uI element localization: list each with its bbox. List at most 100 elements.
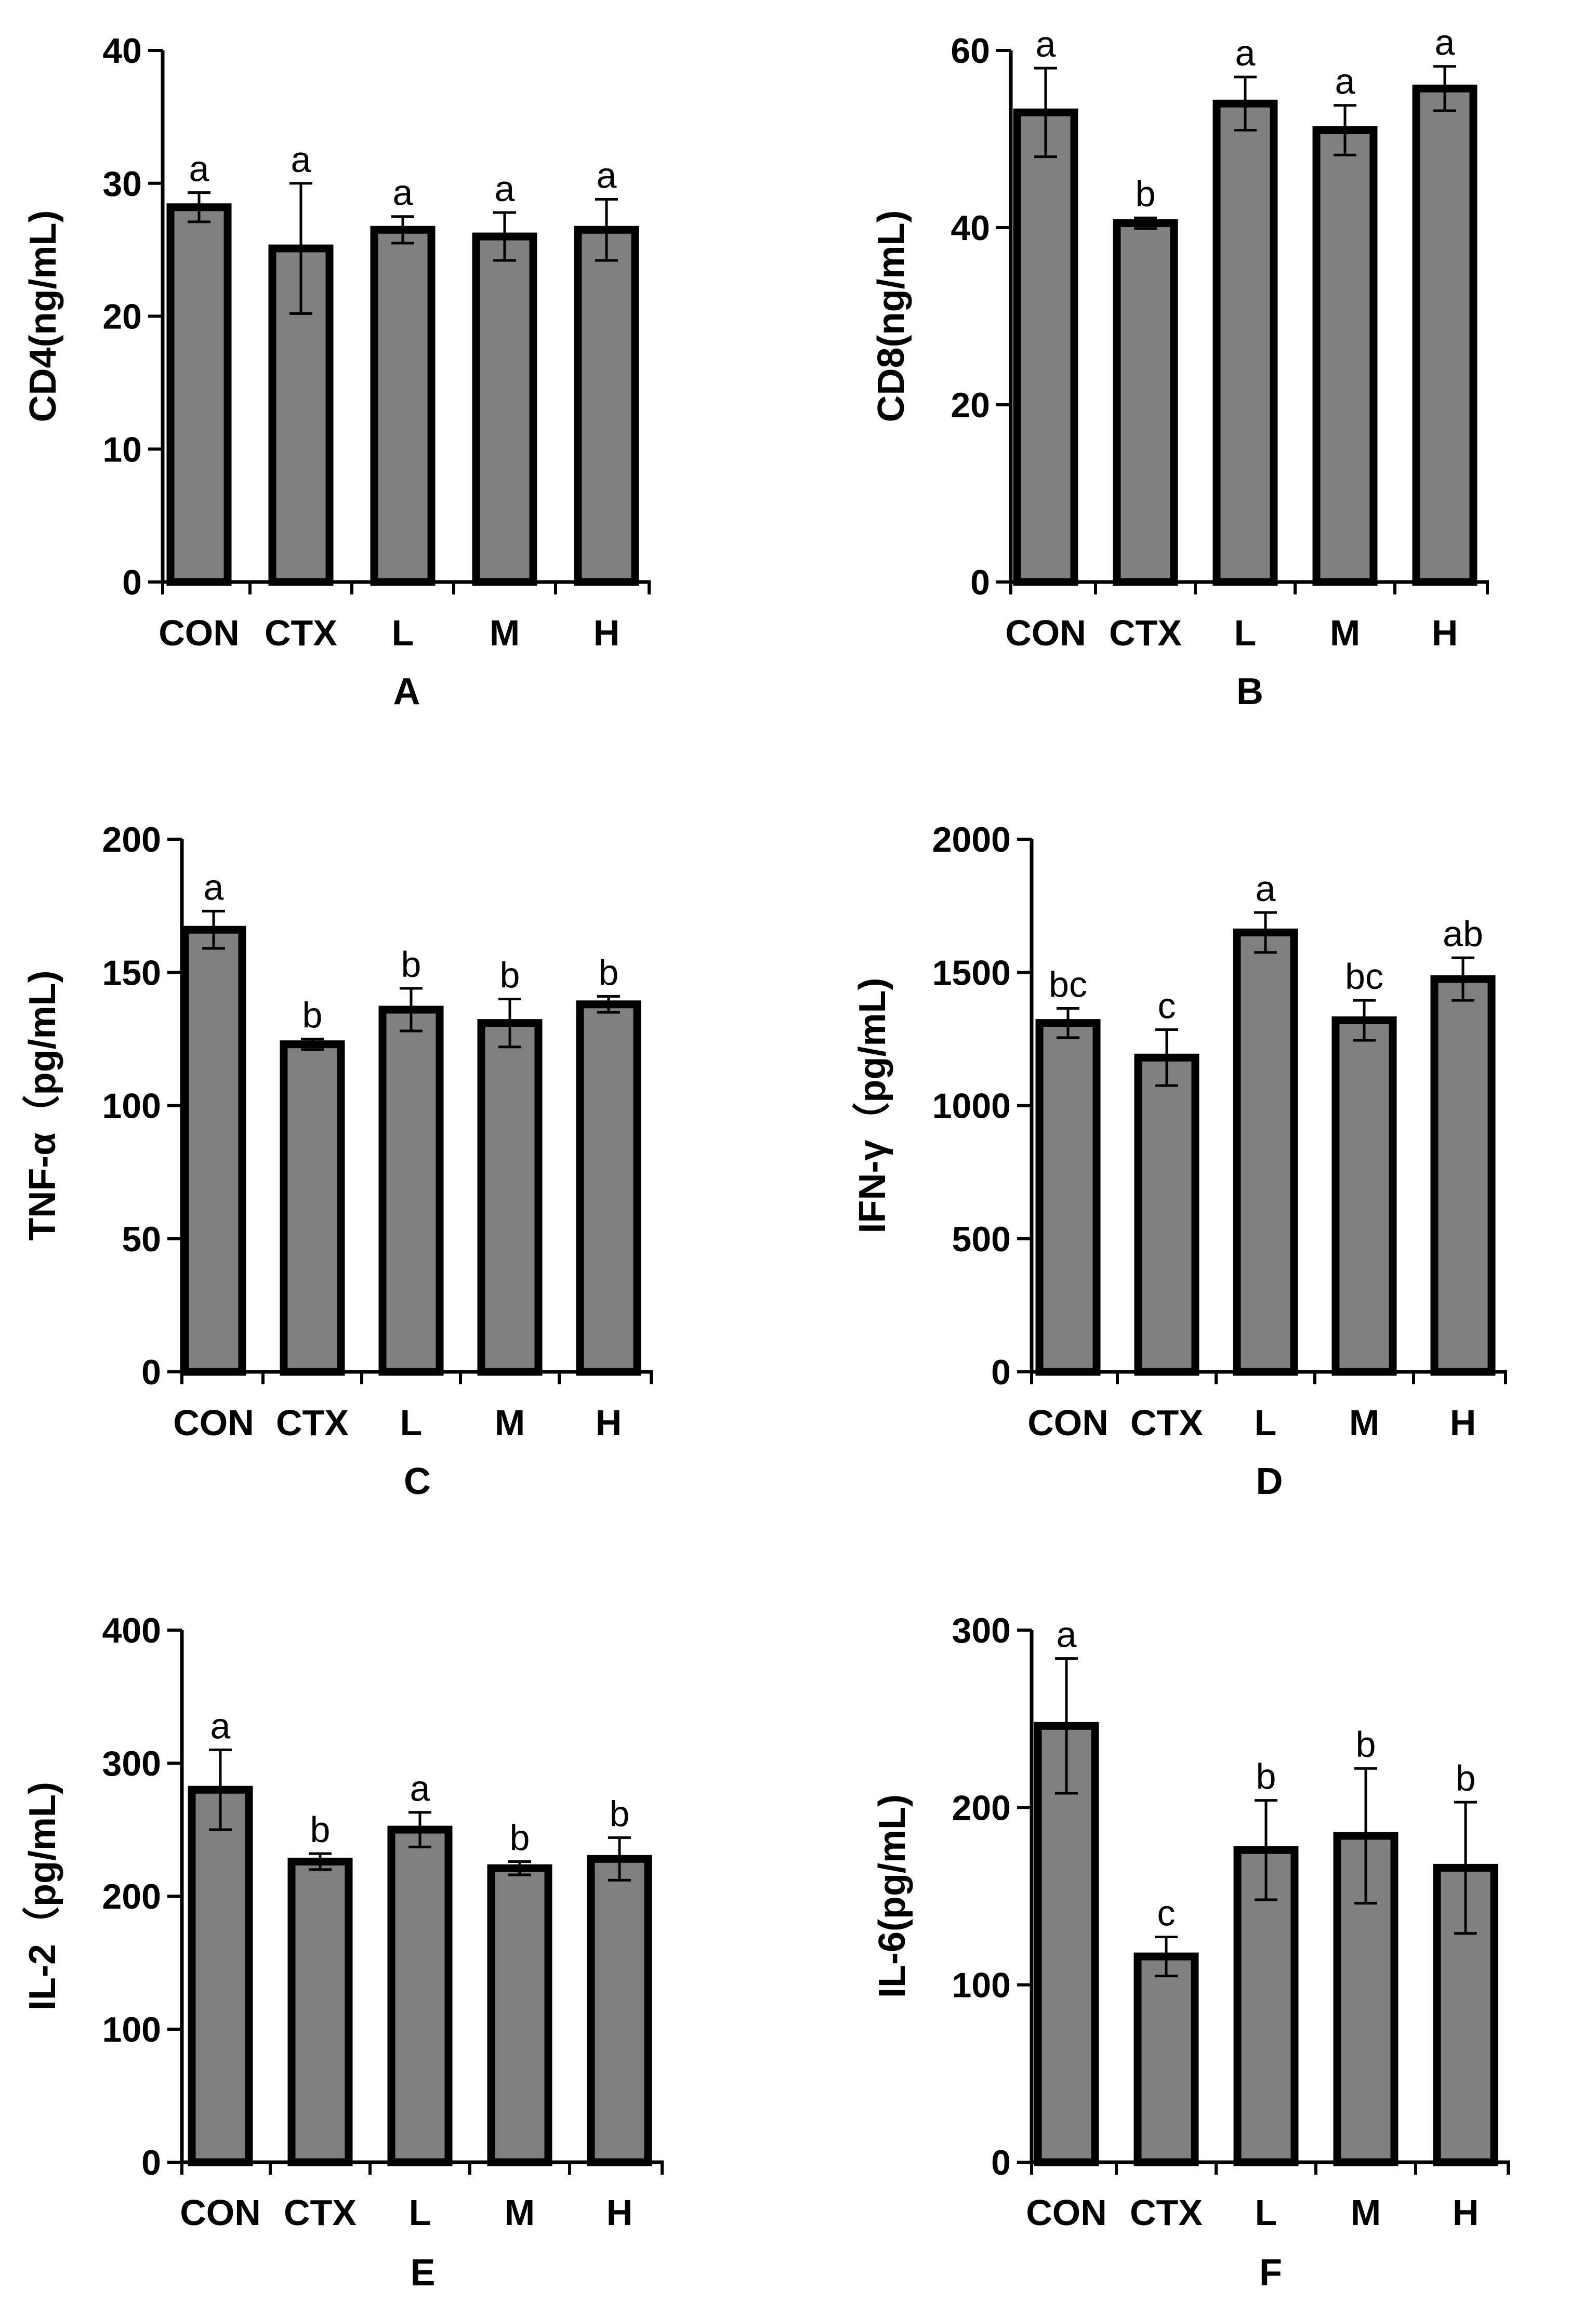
bar-ctx — [287, 1857, 353, 2166]
y-tick-label: 1000 — [932, 1087, 1011, 1126]
y-tick-label: 100 — [102, 1087, 161, 1126]
error-bar-h — [608, 1836, 631, 1882]
bar-h — [587, 1855, 652, 2166]
x-tick-label: H — [1432, 613, 1458, 653]
bar-ctx — [1134, 1053, 1199, 1376]
y-axis-title: IL-2（pg/mL) — [22, 1782, 63, 2010]
y-tick-label: 0 — [970, 563, 990, 602]
error-bar-m — [1353, 999, 1376, 1042]
x-tick-label: H — [1450, 1403, 1476, 1443]
y-tick-label: 500 — [952, 1220, 1011, 1259]
panel-label: B — [1236, 671, 1263, 712]
error-bar-con — [1055, 1657, 1078, 1795]
error-bar-l — [400, 987, 423, 1033]
significance-label: a — [495, 168, 515, 209]
error-bar-ctx — [301, 1037, 324, 1051]
error-bar-ctx — [289, 182, 312, 315]
bar-m — [472, 232, 537, 586]
bar-con — [1035, 1019, 1101, 1376]
significance-label: a — [1435, 22, 1455, 63]
x-tick-label: H — [596, 1403, 622, 1443]
x-tick-label: CTX — [284, 2192, 357, 2233]
bar-m — [1312, 126, 1378, 586]
y-tick-label: 10 — [102, 430, 142, 469]
x-tick-label: CTX — [276, 1403, 349, 1443]
error-bar-ctx — [309, 1852, 332, 1871]
error-bar-h — [597, 995, 620, 1014]
significance-label: a — [1057, 1615, 1077, 1655]
x-tick-label: CON — [1026, 2192, 1107, 2233]
bar-con — [166, 203, 232, 586]
significance-label: bc — [1345, 956, 1383, 997]
x-tick-label: H — [593, 613, 620, 653]
y-tick-label: 0 — [141, 2143, 161, 2182]
y-tick-label: 200 — [102, 820, 161, 859]
significance-label: a — [210, 1705, 231, 1746]
significance-label: b — [500, 955, 520, 996]
y-axis-title: CD4(ng/mL) — [22, 210, 64, 422]
significance-label: b — [1456, 1758, 1476, 1798]
bar-ctx — [1133, 1952, 1199, 2166]
y-tick-label: 0 — [141, 1353, 161, 1392]
significance-label: a — [393, 173, 413, 213]
significance-label: b — [401, 944, 421, 985]
bar-con — [188, 1785, 253, 2166]
error-bar-h — [595, 197, 618, 262]
x-tick-label: M — [490, 613, 520, 653]
y-tick-label: 200 — [952, 1788, 1011, 1828]
x-tick-label: H — [1453, 2192, 1479, 2233]
y-axis-title: TNF-α（pg/mL) — [22, 970, 63, 1240]
panel-label: F — [1259, 2252, 1282, 2294]
x-tick-label: M — [1349, 1403, 1379, 1443]
x-tick-label: CTX — [265, 613, 337, 653]
bar-l — [387, 1825, 453, 2166]
error-bar-con — [1034, 67, 1057, 158]
y-tick-label: 0 — [991, 2143, 1011, 2182]
x-tick-label: CON — [180, 2192, 261, 2233]
x-tick-label: L — [1255, 2192, 1277, 2233]
x-tick-label: CON — [159, 613, 240, 653]
y-tick-label: 100 — [952, 1966, 1011, 2005]
x-tick-label: M — [505, 2192, 535, 2233]
error-bar-l — [1234, 75, 1257, 131]
significance-label: a — [204, 867, 224, 907]
panel-label: E — [410, 2252, 435, 2294]
y-tick-label: 300 — [102, 1744, 161, 1783]
chart-panel-b: a CON b CTX a La Ma H 0 20 40 60 CD8(ng/mL) B — [870, 22, 1489, 712]
significance-label: c — [1157, 1893, 1176, 1934]
error-bar-h — [1433, 65, 1456, 112]
x-tick-label: CTX — [1130, 2192, 1203, 2233]
error-bar-ctx — [1155, 1936, 1178, 1978]
significance-label: b — [510, 1817, 530, 1858]
chart-panel-f: a CON c CTX b Lb Mb H 0 100 200 300 IL-6(pg/mL) F — [872, 1611, 1510, 2294]
chart-panel-e: a CON b CTX a Lb Mb H 0 100 200 300 400 IL-2（pg/mL) E — [22, 1611, 664, 2294]
bar-l — [1212, 99, 1278, 586]
panel-label: D — [1256, 1461, 1283, 1502]
x-tick-label: M — [1330, 613, 1360, 653]
bar-h — [1412, 84, 1478, 586]
error-bar-con — [209, 1748, 232, 1831]
bar-con — [1013, 108, 1078, 586]
x-tick-label: L — [392, 613, 414, 653]
significance-label: a — [291, 139, 311, 180]
significance-label: b — [1136, 174, 1156, 214]
x-tick-label: CTX — [1109, 613, 1182, 653]
chart-panel-a: a CON a CTX a La Ma H 0 10 20 30 40 CD4(ng/mL) A — [22, 31, 651, 712]
x-tick-label: M — [1351, 2192, 1381, 2233]
y-axis-title: IL-6(pg/mL) — [872, 1794, 913, 1998]
y-tick-label: 40 — [102, 31, 142, 71]
error-bar-l — [391, 215, 414, 245]
significance-label: a — [1036, 24, 1056, 64]
error-bar-m — [498, 998, 521, 1049]
y-tick-label: 100 — [102, 2010, 161, 2049]
y-tick-label: 20 — [102, 297, 142, 337]
error-bar-l — [1254, 911, 1277, 954]
bar-l — [378, 1006, 444, 1376]
significance-label: b — [310, 1809, 331, 1850]
y-tick-label: 150 — [102, 953, 161, 993]
x-tick-label: H — [606, 2192, 633, 2233]
error-bar-m — [1354, 1767, 1377, 1905]
x-tick-label: CON — [1005, 613, 1086, 653]
error-bar-l — [408, 1811, 431, 1848]
y-tick-label: 200 — [102, 1877, 161, 1916]
